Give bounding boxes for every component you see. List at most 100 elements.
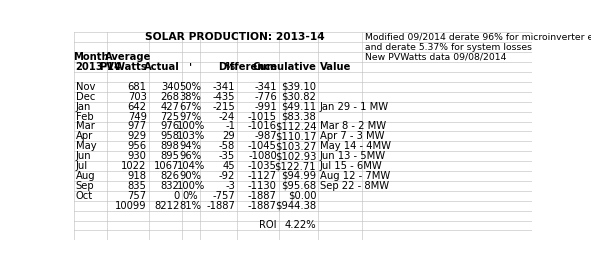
Text: 826: 826: [161, 171, 180, 181]
Text: %: %: [225, 62, 235, 72]
Text: Value: Value: [320, 62, 351, 72]
Text: 1022: 1022: [121, 161, 147, 171]
Text: Actual: Actual: [144, 62, 180, 72]
Text: Month: Month: [73, 52, 108, 62]
Text: 94%: 94%: [180, 141, 202, 151]
Text: 642: 642: [128, 102, 147, 112]
Text: -1130: -1130: [248, 181, 277, 191]
Text: -987: -987: [254, 131, 277, 141]
Text: $103.27: $103.27: [275, 141, 316, 151]
Text: -341: -341: [254, 82, 277, 92]
Text: $110.17: $110.17: [275, 131, 316, 141]
Text: -1045: -1045: [248, 141, 277, 151]
Text: 929: 929: [128, 131, 147, 141]
Text: -1887: -1887: [248, 191, 277, 201]
Text: 2013-14: 2013-14: [76, 62, 122, 72]
Text: -1887: -1887: [206, 201, 235, 211]
Text: 96%: 96%: [180, 151, 202, 161]
Text: Jan 29 - 1 MW: Jan 29 - 1 MW: [320, 102, 389, 112]
Text: 976: 976: [161, 122, 180, 131]
Text: 0%: 0%: [183, 191, 199, 201]
Text: ': ': [189, 62, 192, 72]
Text: $83.38: $83.38: [281, 112, 316, 122]
Text: -3: -3: [225, 181, 235, 191]
Text: 4.22%: 4.22%: [284, 220, 316, 231]
Text: -1035: -1035: [248, 161, 277, 171]
Text: $94.99: $94.99: [281, 171, 316, 181]
Text: 29: 29: [222, 131, 235, 141]
Text: 977: 977: [128, 122, 147, 131]
Text: -1016: -1016: [248, 122, 277, 131]
Text: Modified 09/2014 derate 96% for microinverter efficiency: Modified 09/2014 derate 96% for microinv…: [365, 33, 591, 42]
Text: 427: 427: [161, 102, 180, 112]
Text: $944.38: $944.38: [275, 201, 316, 211]
Text: 38%: 38%: [180, 92, 202, 102]
Text: Difference: Difference: [217, 62, 277, 72]
Text: -35: -35: [219, 151, 235, 161]
Text: 0: 0: [173, 191, 180, 201]
Text: Jan: Jan: [76, 102, 91, 112]
Text: Jun: Jun: [76, 151, 92, 161]
Text: 958: 958: [161, 131, 180, 141]
Text: -991: -991: [254, 102, 277, 112]
Text: -1887: -1887: [248, 201, 277, 211]
Text: $49.11: $49.11: [281, 102, 316, 112]
Text: 104%: 104%: [177, 161, 205, 171]
Text: 681: 681: [128, 82, 147, 92]
Text: Apr 7 - 3 MW: Apr 7 - 3 MW: [320, 131, 384, 141]
Text: 100%: 100%: [177, 181, 205, 191]
Text: Average: Average: [105, 52, 151, 62]
Text: -1015: -1015: [248, 112, 277, 122]
Text: 103%: 103%: [177, 131, 205, 141]
Text: 50%: 50%: [180, 82, 202, 92]
Text: 67%: 67%: [180, 102, 202, 112]
Text: May: May: [76, 141, 96, 151]
Text: 100%: 100%: [177, 122, 205, 131]
Text: Mar: Mar: [76, 122, 95, 131]
Text: Jun 13 - 5MW: Jun 13 - 5MW: [320, 151, 386, 161]
Text: 45: 45: [222, 161, 235, 171]
Text: Dec: Dec: [76, 92, 95, 102]
Text: -757: -757: [212, 191, 235, 201]
Text: and derate 5.37% for system losses: and derate 5.37% for system losses: [365, 43, 532, 52]
Text: -24: -24: [219, 112, 235, 122]
Text: 1067: 1067: [154, 161, 180, 171]
Text: Aug 12 - 7MW: Aug 12 - 7MW: [320, 171, 390, 181]
Text: 81%: 81%: [180, 201, 202, 211]
Text: Nov: Nov: [76, 82, 95, 92]
Text: 749: 749: [128, 112, 147, 122]
Text: -92: -92: [219, 171, 235, 181]
Text: 97%: 97%: [180, 112, 202, 122]
Text: 898: 898: [161, 141, 180, 151]
Text: 90%: 90%: [180, 171, 202, 181]
Text: 918: 918: [128, 171, 147, 181]
Text: Cumulative: Cumulative: [252, 62, 316, 72]
Text: 757: 757: [128, 191, 147, 201]
Text: -341: -341: [213, 82, 235, 92]
Text: $95.68: $95.68: [281, 181, 316, 191]
Text: $122.71: $122.71: [275, 161, 316, 171]
Text: Oct: Oct: [76, 191, 93, 201]
Text: 10099: 10099: [115, 201, 147, 211]
Text: $112.24: $112.24: [275, 122, 316, 131]
Text: Mar 8 - 2 MW: Mar 8 - 2 MW: [320, 122, 386, 131]
Text: 725: 725: [161, 112, 180, 122]
Text: Apr: Apr: [76, 131, 93, 141]
Text: 930: 930: [128, 151, 147, 161]
Text: $39.10: $39.10: [281, 82, 316, 92]
Text: SOLAR PRODUCTION: 2013-14: SOLAR PRODUCTION: 2013-14: [145, 32, 324, 42]
Text: -1080: -1080: [248, 151, 277, 161]
Text: -435: -435: [213, 92, 235, 102]
Text: PVWatts: PVWatts: [99, 62, 147, 72]
Text: May 14 - 4MW: May 14 - 4MW: [320, 141, 391, 151]
Text: Jul 15 - 6MW: Jul 15 - 6MW: [320, 161, 382, 171]
Text: 8212: 8212: [154, 201, 180, 211]
Text: -1127: -1127: [248, 171, 277, 181]
Text: Sep 22 - 8MW: Sep 22 - 8MW: [320, 181, 389, 191]
Text: 340: 340: [161, 82, 180, 92]
Text: -58: -58: [219, 141, 235, 151]
Text: 268: 268: [161, 92, 180, 102]
Text: 956: 956: [128, 141, 147, 151]
Text: 832: 832: [161, 181, 180, 191]
Text: ROI: ROI: [259, 220, 277, 231]
